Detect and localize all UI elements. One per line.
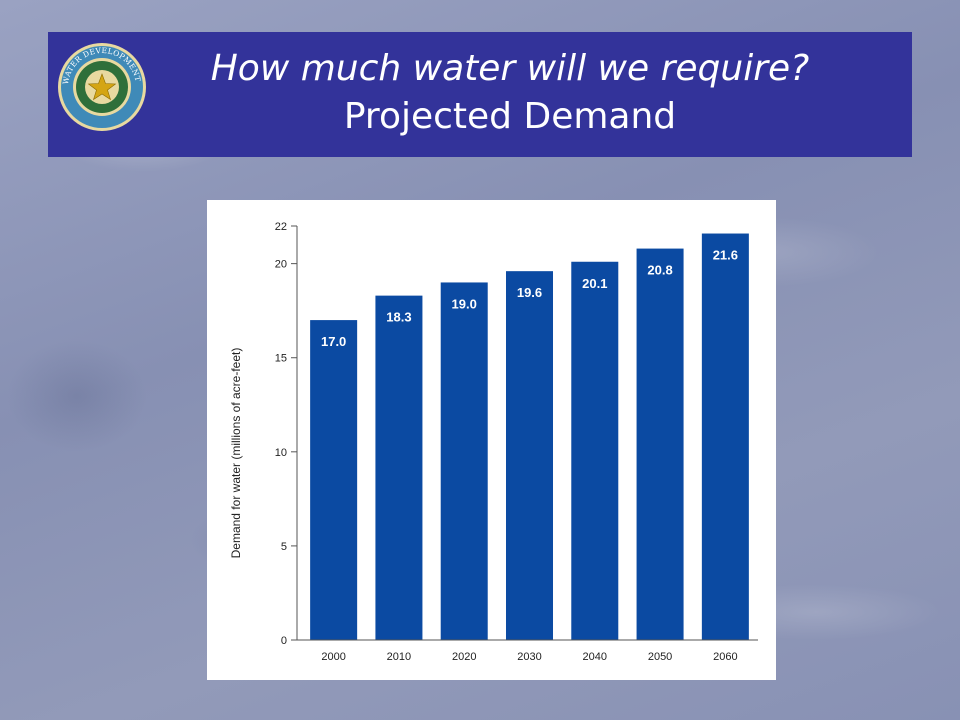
- bar-value-label: 17.0: [321, 334, 346, 349]
- bar-value-label: 18.3: [386, 310, 411, 325]
- x-tick-label: 2020: [452, 651, 476, 663]
- x-tick-label: 2040: [583, 651, 607, 663]
- bar: [440, 282, 488, 640]
- bar-value-label: 20.8: [647, 263, 672, 278]
- y-axis: 0 5 10 15 20 22: [275, 221, 298, 647]
- bars: 17.0 18.3 19.0 19.6 20.1 20.8 21.6: [310, 233, 749, 640]
- y-axis-title: Demand for water (millions of acre-feet): [229, 348, 243, 559]
- chart-panel: 0 5 10 15 20 22 17.0 18.3 19.0 19.6 20.1 20.8 21.6 …: [207, 200, 776, 680]
- agency-seal-icon: TEXAS WATER DEVELOPMENT BOARD: [56, 41, 146, 131]
- slide-subtitle: Projected Demand: [343, 96, 677, 137]
- x-tick-label: 2060: [713, 651, 737, 663]
- y-tick-label: 10: [275, 447, 287, 459]
- x-tick-label: 2030: [517, 651, 541, 663]
- y-tick-label: 22: [275, 221, 287, 233]
- x-tick-label: 2000: [321, 651, 345, 663]
- x-axis: 2000 2010 2020 2030 2040 2050 2060: [297, 639, 758, 663]
- bar-value-label: 19.6: [517, 285, 542, 300]
- bar: [310, 320, 358, 640]
- x-tick-label: 2050: [648, 651, 672, 663]
- title-banner: TEXAS WATER DEVELOPMENT BOARD How much w…: [48, 32, 912, 157]
- bar-value-label: 20.1: [582, 276, 607, 291]
- y-tick-label: 20: [275, 259, 287, 271]
- bar: [701, 233, 749, 640]
- y-tick-label: 0: [281, 635, 287, 647]
- bar-value-label: 19.0: [452, 296, 477, 311]
- bar: [505, 271, 554, 640]
- bar: [571, 261, 619, 640]
- y-tick-label: 15: [275, 353, 287, 365]
- bar: [636, 248, 684, 640]
- bar-value-label: 21.6: [713, 248, 738, 263]
- bar: [375, 295, 423, 640]
- slide-title: How much water will we require?: [210, 48, 810, 89]
- y-tick-label: 5: [281, 541, 287, 553]
- x-tick-label: 2010: [387, 651, 411, 663]
